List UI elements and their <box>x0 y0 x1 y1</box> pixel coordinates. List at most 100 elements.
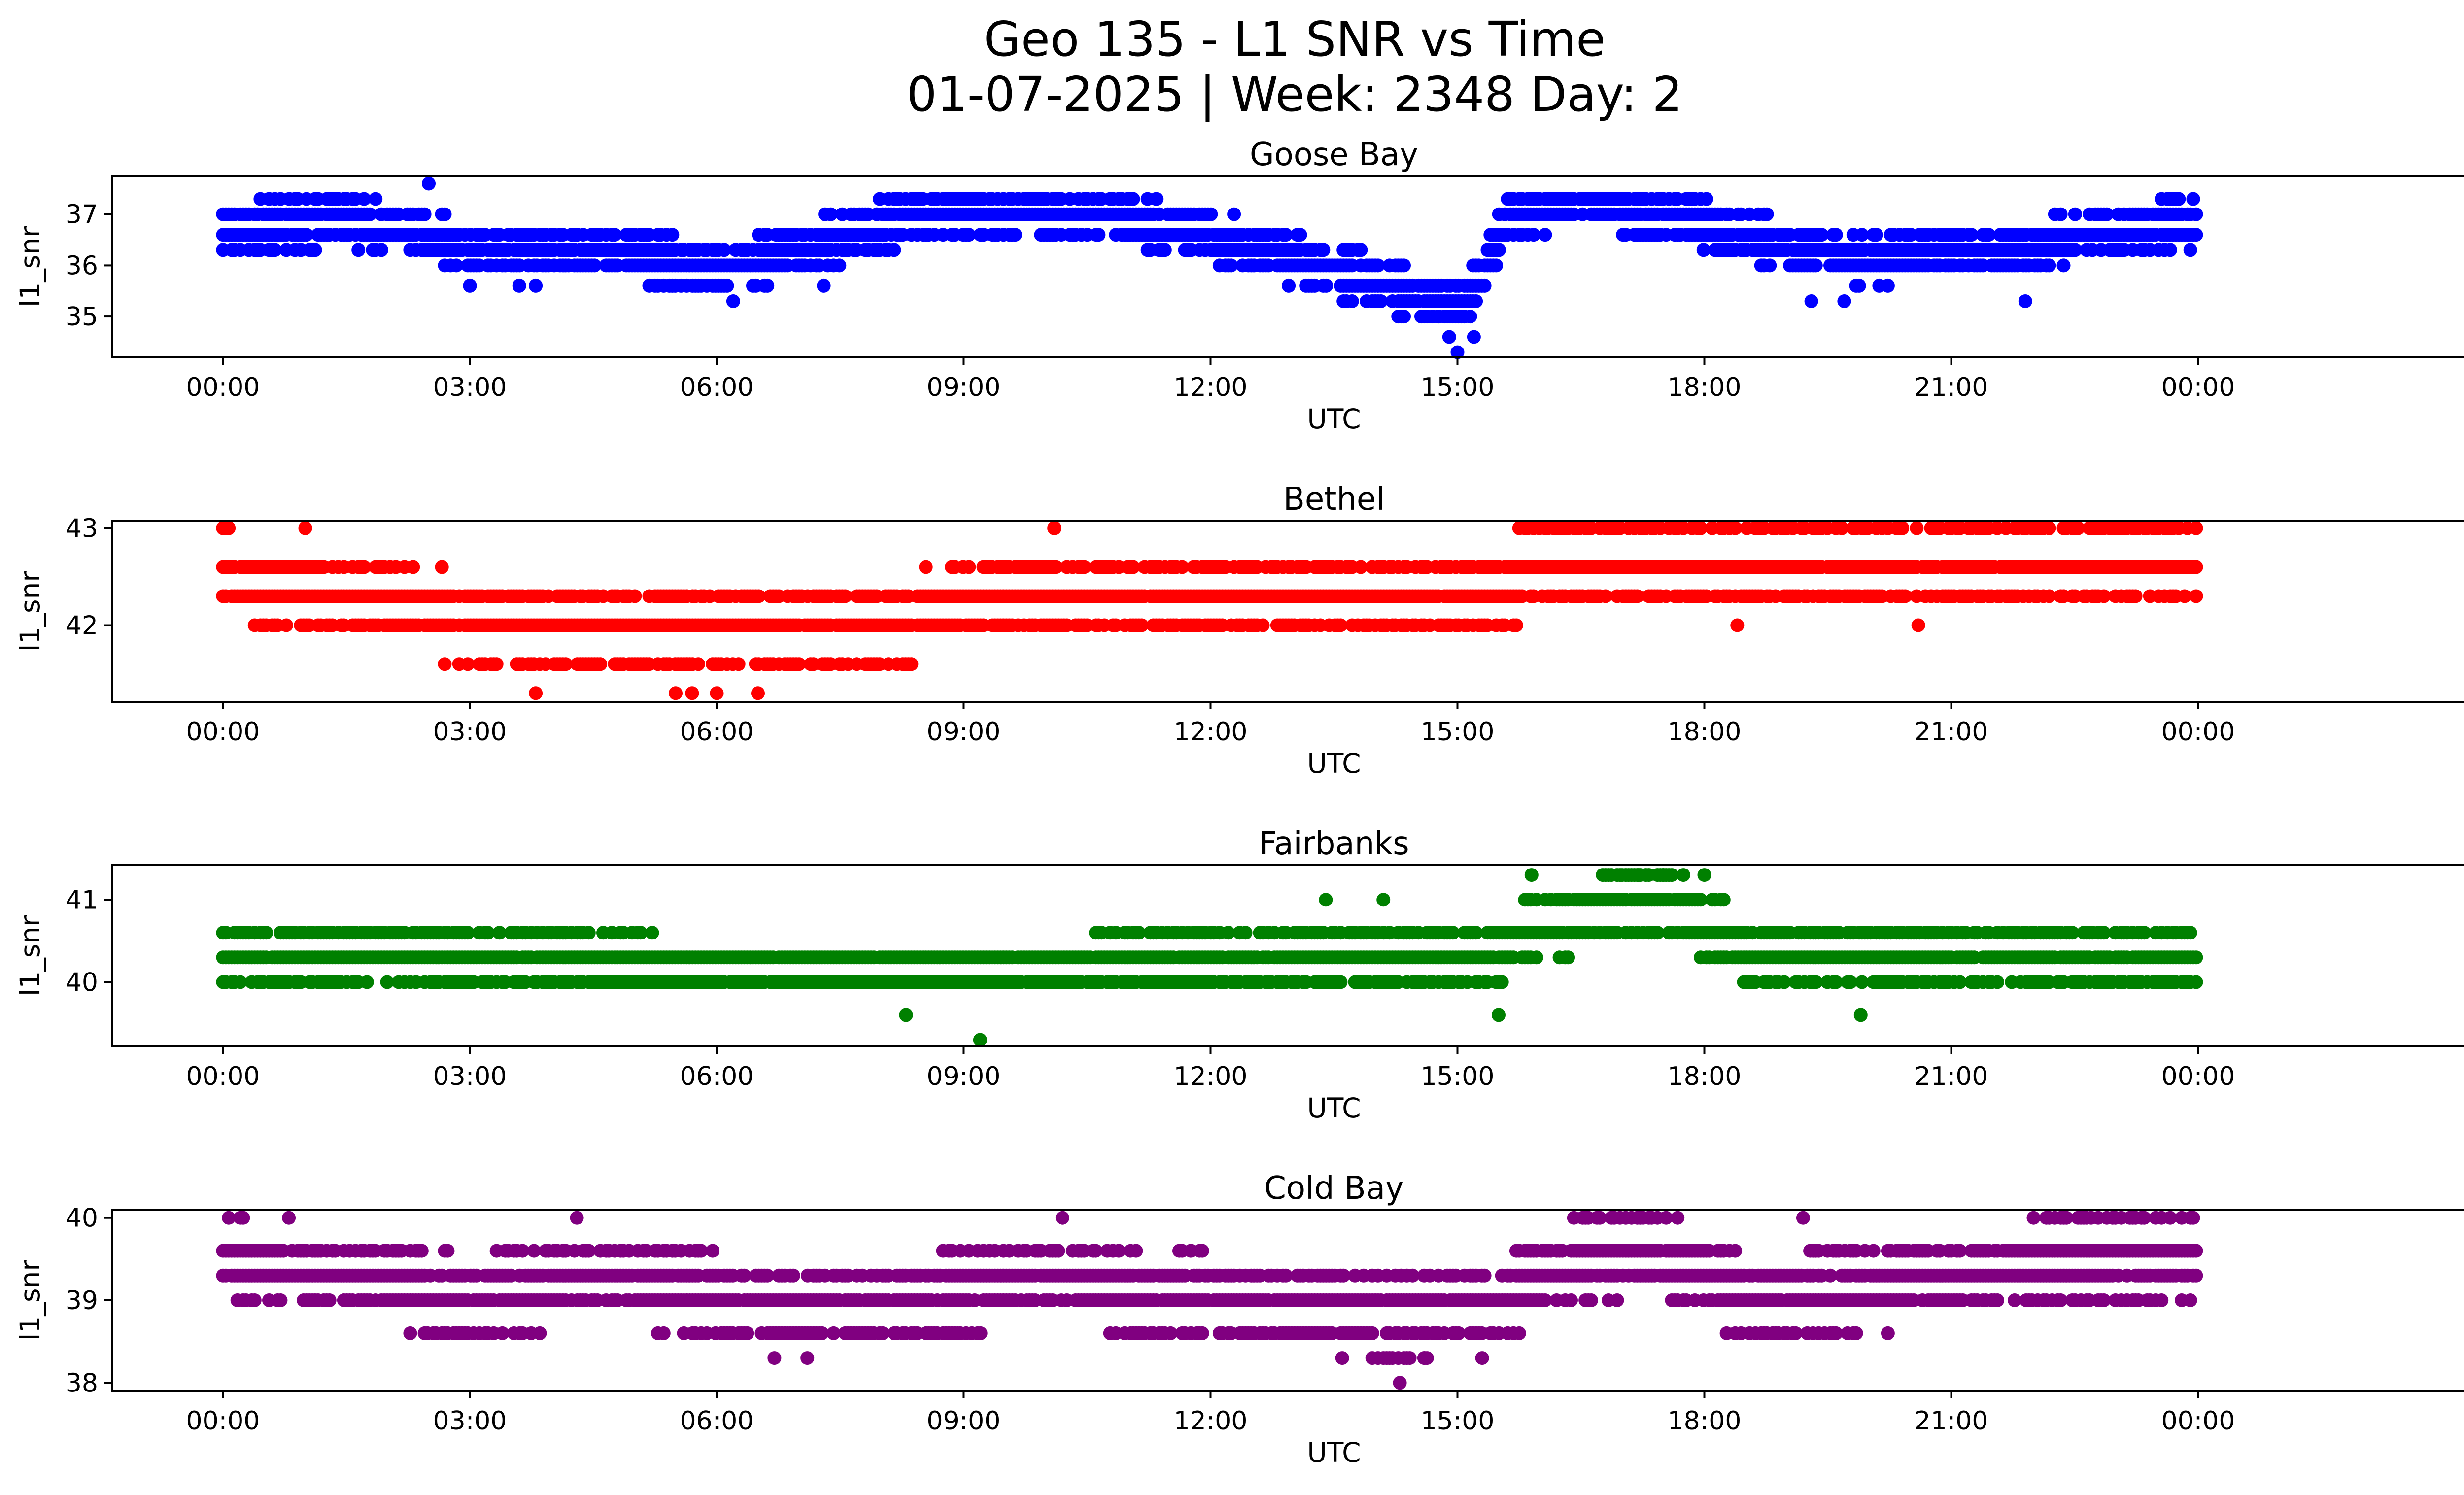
data-point <box>2189 521 2203 535</box>
axes-frame <box>111 864 2464 1047</box>
data-point <box>919 560 933 574</box>
outlier-point <box>669 686 683 700</box>
x-tick-label: 06:00 <box>680 717 754 747</box>
data-point <box>559 657 573 671</box>
data-point <box>2056 258 2071 273</box>
x-tick-label: 09:00 <box>927 717 1001 747</box>
data-point <box>1371 258 1385 273</box>
data-point <box>608 228 622 242</box>
data-point <box>360 975 374 989</box>
data-point <box>1509 618 1523 632</box>
subplot-title: Bethel <box>1283 481 1385 518</box>
x-axis-label: UTC <box>1307 748 1361 779</box>
data-point <box>233 975 247 989</box>
data-point <box>1561 950 1575 965</box>
outlier-point <box>1837 294 1851 308</box>
subplot-title: Cold Bay <box>1264 1170 1404 1207</box>
data-point <box>1881 278 1895 293</box>
data-point <box>2042 258 2056 273</box>
outlier-point <box>1442 330 1456 344</box>
data-point <box>222 1211 236 1225</box>
data-point <box>1809 258 1823 273</box>
x-axis-label: UTC <box>1307 403 1361 435</box>
data-point <box>1527 228 1540 242</box>
data-point <box>1238 926 1253 940</box>
data-point <box>435 560 449 574</box>
data-point <box>1477 278 1492 293</box>
x-tick-label: 00:00 <box>186 1062 260 1091</box>
y-tick-label: 40 <box>66 968 98 998</box>
data-point <box>351 243 366 257</box>
data-point <box>1293 228 1307 242</box>
data-point <box>717 243 731 257</box>
data-point <box>1316 243 1331 257</box>
y-tick-label: 42 <box>66 611 98 641</box>
data-point <box>1777 975 1791 989</box>
data-point <box>823 207 838 221</box>
data-point <box>1132 926 1146 940</box>
data-point <box>438 657 452 671</box>
outlier-point <box>1524 868 1539 882</box>
outlier-point <box>899 1008 913 1022</box>
data-point <box>2183 243 2197 257</box>
data-point <box>374 243 388 257</box>
data-point <box>2068 243 2082 257</box>
outlier-point <box>1804 294 1818 308</box>
data-point <box>962 560 976 574</box>
data-point <box>1469 294 1483 308</box>
data-point <box>1809 975 1823 989</box>
data-point <box>308 243 322 257</box>
x-tick-label: 21:00 <box>1915 717 1988 747</box>
data-point <box>1953 975 1967 989</box>
data-point <box>2163 243 2177 257</box>
x-tick-label: 06:00 <box>680 1062 754 1091</box>
x-tick-label: 18:00 <box>1668 373 1742 402</box>
data-point <box>1728 521 1743 535</box>
outlier-point <box>1376 893 1391 907</box>
data-point <box>1843 975 1857 989</box>
x-tick-label: 21:00 <box>1915 1062 1988 1091</box>
data-point <box>1599 589 1613 603</box>
data-point <box>731 657 746 671</box>
data-point <box>1354 243 1368 257</box>
outlier-point <box>726 294 740 308</box>
x-axis-label: UTC <box>1307 1092 1361 1124</box>
data-point <box>2128 589 2143 603</box>
data-point <box>1319 278 1334 293</box>
data-point <box>1898 589 1912 603</box>
data-point <box>752 589 766 603</box>
subplot-title: Fairbanks <box>1259 826 1409 862</box>
data-point <box>1334 975 1348 989</box>
data-point <box>1224 258 1238 273</box>
x-tick-label: 00:00 <box>2161 1062 2235 1091</box>
x-tick-label: 03:00 <box>433 717 507 747</box>
data-point <box>1990 975 2004 989</box>
x-tick-label: 12:00 <box>1174 717 1248 747</box>
outlier-point <box>529 686 543 700</box>
y-axis-label: l1_snr <box>14 226 46 307</box>
data-point <box>1397 310 1411 324</box>
data-point <box>2137 926 2152 940</box>
outlier-point <box>710 686 724 700</box>
data-point <box>2097 589 2111 603</box>
x-tick-label: 18:00 <box>1668 1062 1742 1091</box>
data-point <box>1869 228 1883 242</box>
outlier-point <box>1467 330 1481 344</box>
data-point <box>1835 521 1849 535</box>
data-point <box>1282 278 1296 293</box>
data-point <box>1008 228 1022 242</box>
subplot-title: Goose Bay <box>1250 137 1418 173</box>
data-point <box>414 1244 429 1258</box>
outlier-point <box>1697 868 1711 882</box>
figure-title-line1: Geo 135 - L1 SNR vs Time <box>984 11 1606 67</box>
data-point <box>1855 975 1869 989</box>
outlier-point <box>973 1033 987 1047</box>
data-point <box>2186 192 2200 206</box>
outlier-point <box>1911 618 1925 632</box>
data-point <box>2189 228 2203 242</box>
data-point <box>461 926 475 940</box>
data-point <box>1126 560 1140 574</box>
